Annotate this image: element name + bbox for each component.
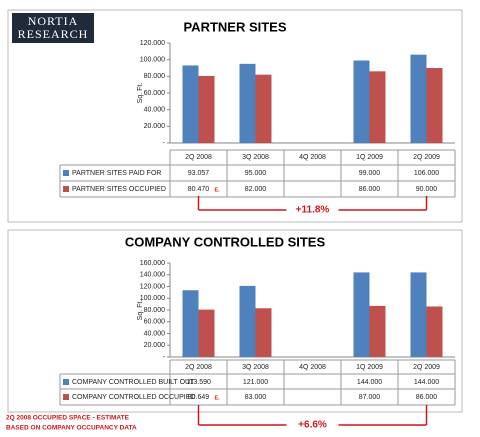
x-tick-label: 1Q 2009	[356, 154, 383, 161]
data-label: 82.000	[245, 186, 267, 193]
chart-title: COMPANY CONTROLLED SITES	[125, 234, 326, 249]
chart-title: PARTNER SITES	[183, 19, 286, 34]
data-label: 90.000	[416, 186, 438, 193]
x-tick-label: 3Q 2008	[242, 154, 269, 161]
x-tick-label: 2Q 2009	[413, 364, 440, 371]
data-label: 83.000	[245, 394, 267, 401]
data-label: 106.000	[414, 170, 439, 177]
bar	[239, 285, 256, 357]
legend-swatch	[63, 394, 69, 400]
logo-text: NORTIA	[28, 14, 79, 28]
bar	[182, 290, 199, 357]
data-label: 86.000	[416, 394, 438, 401]
change-label: +6.6%	[298, 420, 327, 431]
legend-label: COMPANY CONTROLLED OCCUPIED	[72, 394, 195, 401]
data-label: 144.000	[357, 379, 382, 386]
bar	[255, 74, 272, 143]
legend-swatch	[63, 379, 69, 385]
y-tick-label: 60.000	[144, 90, 166, 97]
y-tick-label: 40.000	[144, 107, 166, 114]
x-tick-label: 2Q 2008	[185, 364, 212, 371]
bar	[426, 306, 443, 357]
data-label: 99.000	[359, 170, 381, 177]
y-tick-label: -	[163, 140, 166, 147]
estimate-mark: E.	[215, 187, 221, 193]
data-label: 87.000	[359, 394, 381, 401]
data-label: 121.000	[243, 379, 268, 386]
bar	[369, 305, 386, 357]
y-tick-label: -	[163, 354, 166, 361]
legend-label: PARTNER SITES OCCUPIED	[72, 186, 166, 193]
bar	[255, 308, 272, 357]
x-tick-label: 4Q 2008	[299, 364, 326, 371]
y-tick-label: 80.000	[144, 73, 166, 80]
bar	[198, 309, 215, 357]
y-tick-label: 100.000	[140, 57, 165, 64]
bar	[353, 272, 370, 357]
x-tick-label: 2Q 2008	[185, 154, 212, 161]
bar	[198, 75, 215, 143]
footnote: 2Q 2008 OCCUPIED SPACE - ESTIMATE	[6, 415, 130, 422]
data-label: 80.649	[188, 394, 210, 401]
x-tick-label: 3Q 2008	[242, 364, 269, 371]
bar	[410, 272, 427, 357]
footnote: BASED ON COMPANY OCCUPANCY DATA	[6, 425, 137, 432]
x-tick-label: 4Q 2008	[299, 154, 326, 161]
panel	[7, 229, 463, 413]
y-axis-label: Sq. Ft.	[137, 83, 144, 104]
data-label: 95.000	[245, 170, 267, 177]
legend-label: PARTNER SITES PAID FOR	[72, 170, 161, 177]
y-axis-label: Sq. Ft.	[137, 300, 144, 321]
y-tick-label: 20.000	[144, 342, 166, 349]
legend-swatch	[63, 186, 69, 192]
bar	[182, 65, 199, 143]
data-label: 144.000	[414, 379, 439, 386]
y-tick-label: 100.000	[140, 295, 165, 302]
legend-swatch	[63, 170, 69, 176]
y-tick-label: 160.000	[140, 260, 165, 267]
y-tick-label: 80.000	[144, 307, 166, 314]
y-tick-label: 20.000	[144, 123, 166, 130]
bar	[426, 68, 443, 143]
x-tick-label: 1Q 2009	[356, 364, 383, 371]
x-tick-label: 2Q 2009	[413, 154, 440, 161]
panel	[7, 9, 463, 223]
y-tick-label: 60.000	[144, 319, 166, 326]
data-label: 86.000	[359, 186, 381, 193]
bar	[410, 54, 427, 143]
data-label: 93.057	[188, 170, 210, 177]
bar	[369, 71, 386, 143]
logo-text: RESEARCH	[18, 27, 89, 41]
change-label: +11.8%	[296, 205, 330, 216]
logo-box	[12, 13, 94, 43]
data-label: 113.590	[186, 379, 211, 386]
y-tick-label: 140.000	[140, 272, 165, 279]
bar	[353, 60, 370, 143]
bar	[239, 63, 256, 144]
y-tick-label: 120.000	[140, 283, 165, 290]
y-tick-label: 120.000	[140, 40, 165, 47]
estimate-mark: E.	[215, 395, 221, 401]
data-label: 80.470	[188, 186, 210, 193]
y-tick-label: 40.000	[144, 330, 166, 337]
legend-label: COMPANY CONTROLLED BUILT OUT	[72, 379, 195, 386]
